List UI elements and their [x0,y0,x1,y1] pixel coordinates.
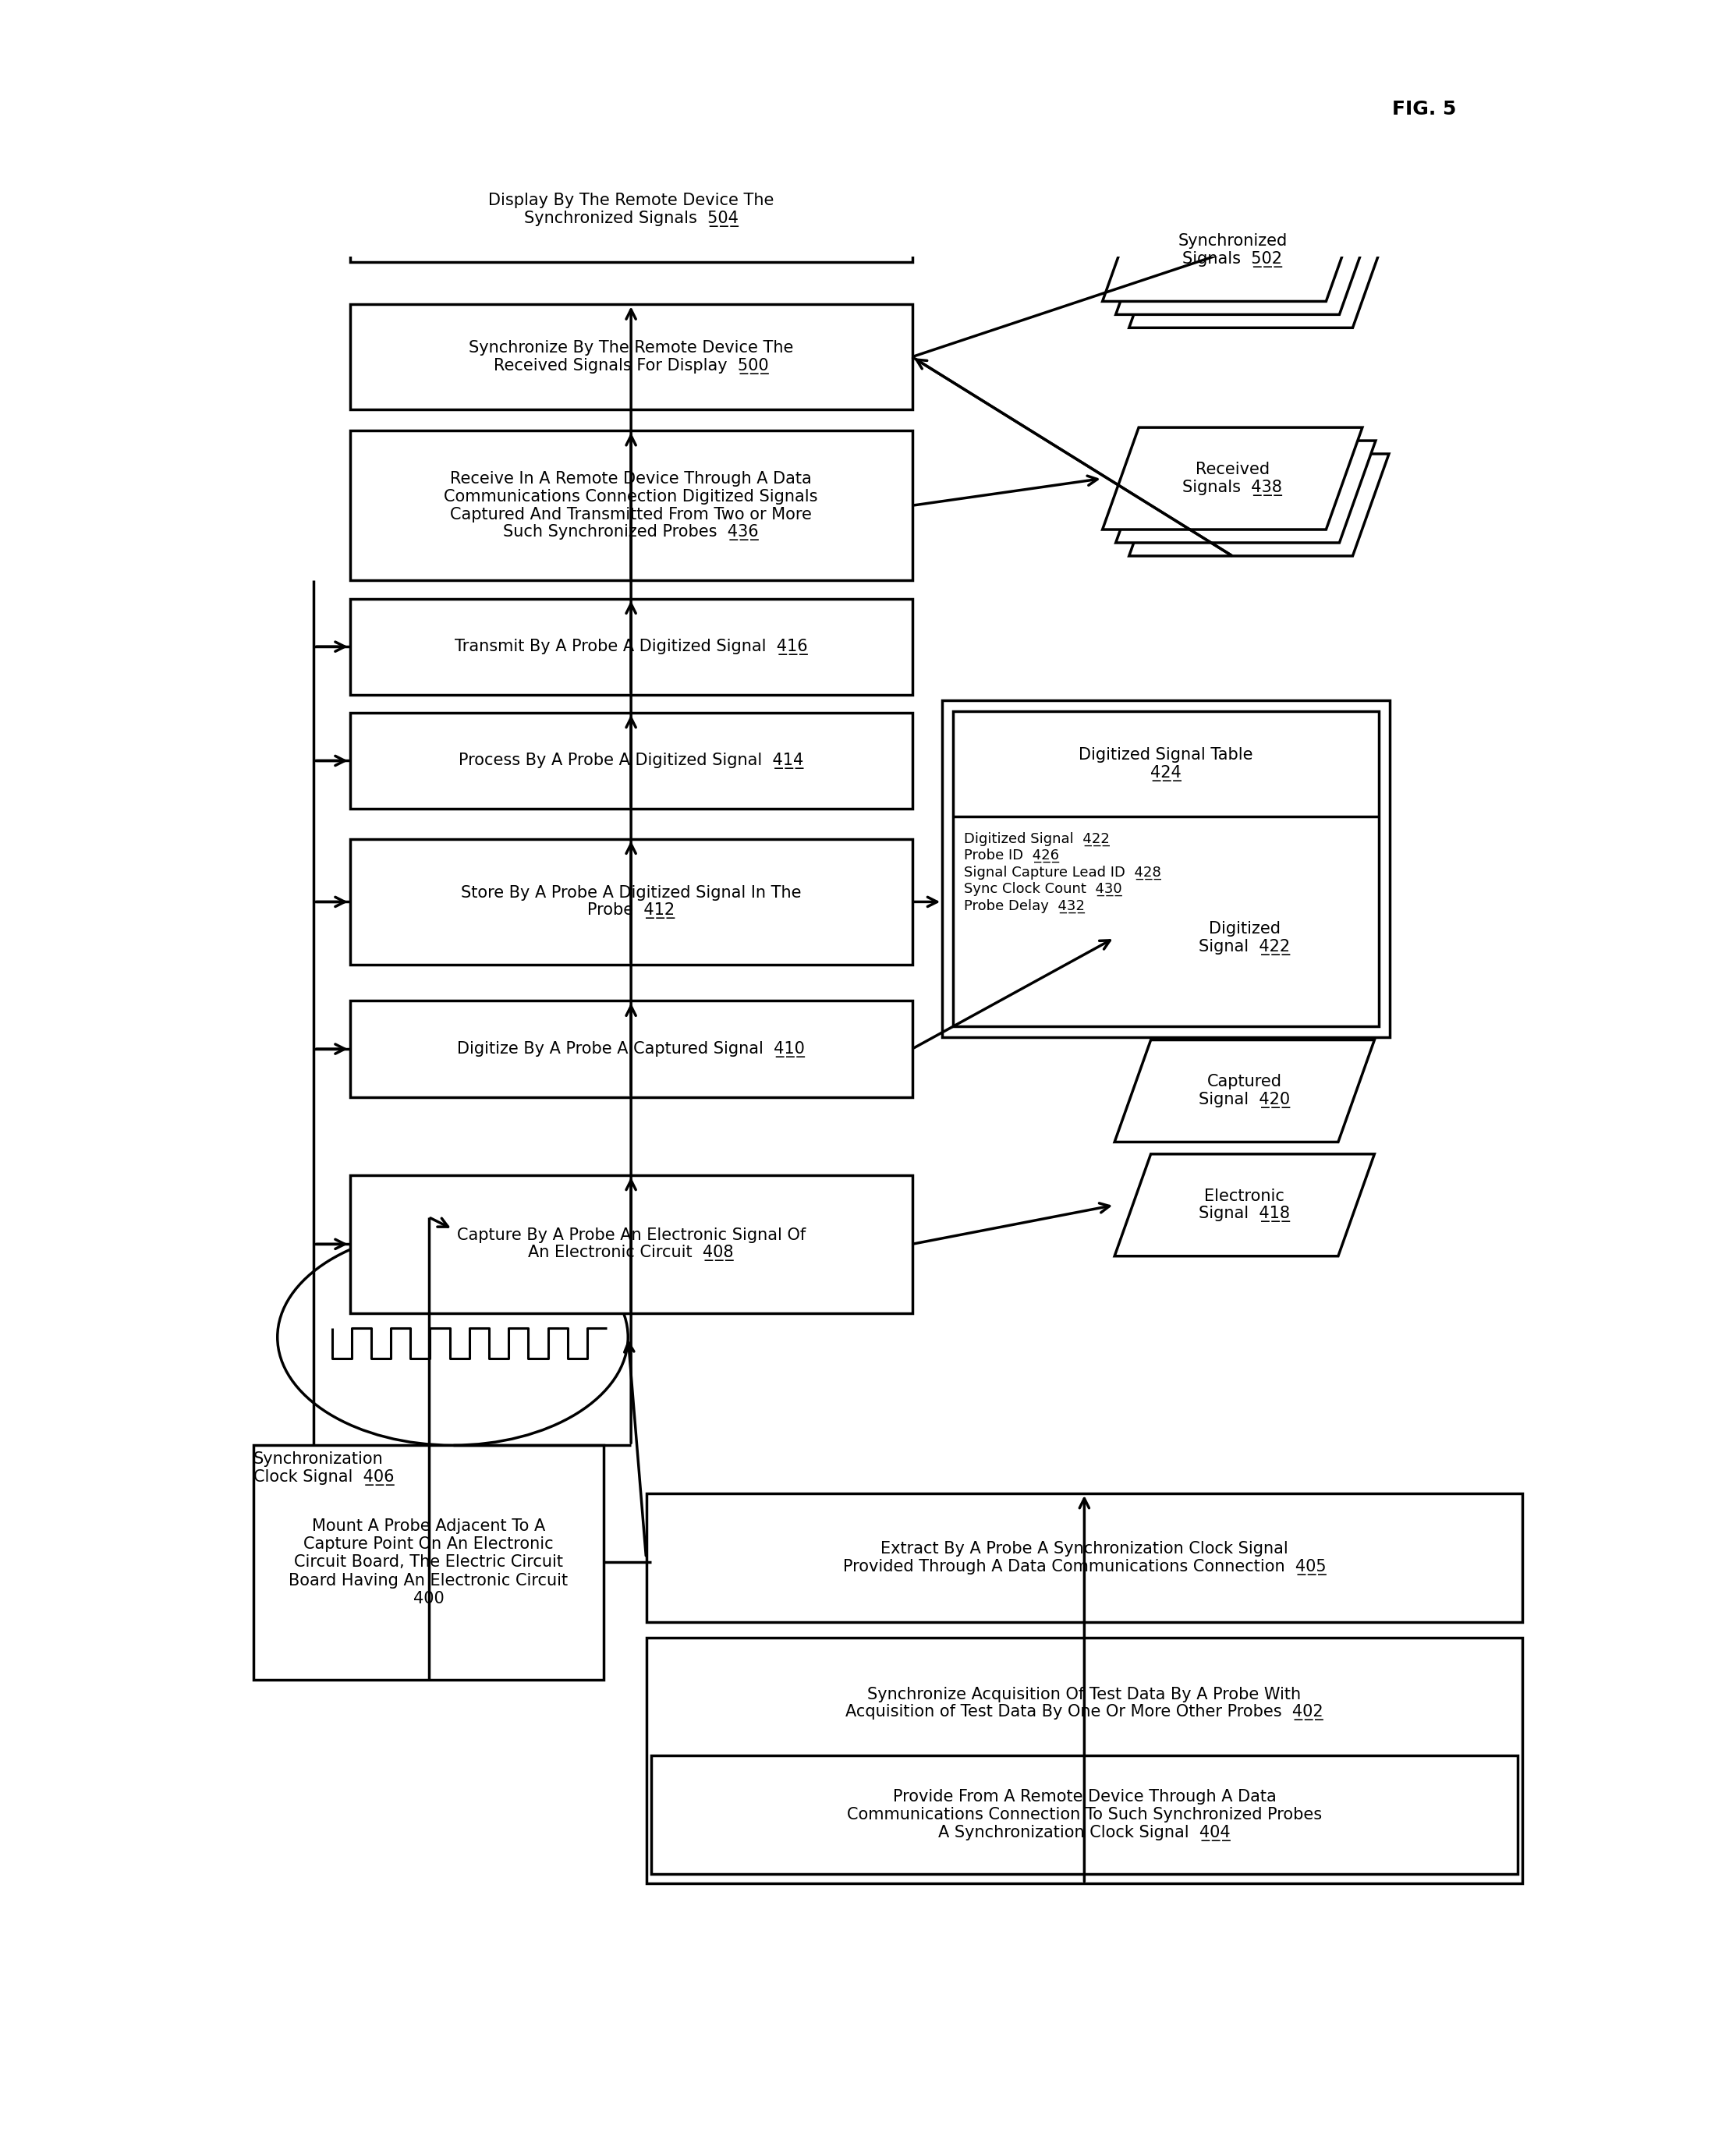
Text: Probe Delay  4̲3̲2̲: Probe Delay 4̲3̲2̲ [963,899,1085,912]
Text: Digitized Signal  4̲2̲2̲: Digitized Signal 4̲2̲2̲ [963,831,1109,846]
Text: Received: Received [1196,461,1269,476]
Text: Synchronized: Synchronized [1177,233,1286,250]
Polygon shape [1115,1040,1375,1143]
Text: Synchronization
Clock Signal  4̲0̲6̲: Synchronization Clock Signal 4̲0̲6̲ [253,1450,394,1487]
Text: Signal  4̲2̲0̲: Signal 4̲2̲0̲ [1200,1091,1290,1109]
Text: Extract By A Probe A Synchronization Clock Signal: Extract By A Probe A Synchronization Clo… [880,1540,1288,1557]
Text: Captured: Captured [1207,1074,1281,1089]
Text: Synchronize Acquisition Of Test Data By A Probe With: Synchronize Acquisition Of Test Data By … [868,1687,1302,1702]
Polygon shape [1102,427,1363,530]
Text: Signals  4̲3̲8̲: Signals 4̲3̲8̲ [1182,478,1283,496]
Text: Capture Point On An Electronic: Capture Point On An Electronic [304,1536,554,1553]
Polygon shape [1102,199,1363,301]
Text: 400: 400 [413,1591,444,1606]
Text: Provide From A Remote Device Through A Data: Provide From A Remote Device Through A D… [892,1790,1276,1805]
Bar [646,1638,1522,1884]
Text: Receive In A Remote Device Through A Data: Receive In A Remote Device Through A Dat… [450,470,812,487]
Text: Communications Connection To Such Synchronized Probes: Communications Connection To Such Synchr… [847,1807,1321,1822]
Text: Mount A Probe Adjacent To A: Mount A Probe Adjacent To A [312,1519,545,1534]
Text: Digitize By A Probe A Captured Signal  4̲1̲0̲: Digitize By A Probe A Captured Signal 4̲… [457,1040,806,1057]
Bar [351,1175,911,1314]
Polygon shape [1115,886,1375,989]
Bar [351,431,911,581]
Bar [253,1446,604,1679]
Text: A Synchronization Clock Signal  4̲0̲4̲: A Synchronization Clock Signal 4̲0̲4̲ [937,1824,1231,1841]
Text: Digitized: Digitized [1208,921,1281,938]
Text: Signal  4̲2̲2̲: Signal 4̲2̲2̲ [1200,938,1290,955]
Polygon shape [1128,453,1389,555]
Polygon shape [1128,226,1389,327]
Text: Signal Capture Lead ID  4̲2̲8̲: Signal Capture Lead ID 4̲2̲8̲ [963,865,1161,880]
Bar [351,713,911,810]
Bar [351,1002,911,1098]
Bar [953,711,1378,1025]
Bar [651,1756,1517,1873]
Text: Synchronize By The Remote Device The: Synchronize By The Remote Device The [469,340,793,357]
Text: Electronic: Electronic [1205,1188,1285,1205]
Text: Process By A Probe A Digitized Signal  4̲1̲4̲: Process By A Probe A Digitized Signal 4̲… [458,752,804,769]
Bar [351,303,911,410]
Bar [351,598,911,694]
Text: Signals  5̲0̲2̲: Signals 5̲0̲2̲ [1182,252,1283,267]
Bar [351,839,911,965]
Polygon shape [1116,211,1375,314]
Text: Such Synchronized Probes  4̲3̲6̲: Such Synchronized Probes 4̲3̲6̲ [503,523,759,540]
Text: Probe  4̲1̲2̲: Probe 4̲1̲2̲ [587,904,675,918]
Text: Acquisition of Test Data By One Or More Other Probes  4̲0̲2̲: Acquisition of Test Data By One Or More … [845,1705,1323,1719]
Text: Display By The Remote Device The: Display By The Remote Device The [488,192,774,209]
Polygon shape [1115,1153,1375,1256]
Text: Captured And Transmitted From Two or More: Captured And Transmitted From Two or Mor… [450,506,812,523]
Text: Synchronized Signals  5̲0̲4̲: Synchronized Signals 5̲0̲4̲ [524,211,738,226]
Bar [351,158,911,263]
Text: An Electronic Circuit  4̲0̲8̲: An Electronic Circuit 4̲0̲8̲ [528,1245,734,1262]
Ellipse shape [278,1228,628,1446]
Text: Received Signals For Display  5̲0̲0̲: Received Signals For Display 5̲0̲0̲ [493,357,769,374]
Text: Transmit By A Probe A Digitized Signal  4̲1̲6̲: Transmit By A Probe A Digitized Signal 4… [455,639,807,656]
Bar [646,1493,1522,1623]
Text: Store By A Probe A Digitized Signal In The: Store By A Probe A Digitized Signal In T… [460,884,802,901]
Text: Board Having An Electronic Circuit: Board Having An Electronic Circuit [288,1572,568,1589]
Bar [943,701,1389,1036]
Text: Sync Clock Count  4̲3̲0̲: Sync Clock Count 4̲3̲0̲ [963,882,1121,897]
Text: Circuit Board, The Electric Circuit: Circuit Board, The Electric Circuit [293,1555,562,1570]
Text: Digitized Signal Table
4̲2̲4̲: Digitized Signal Table 4̲2̲4̲ [1078,748,1253,782]
Text: Provided Through A Data Communications Connection  4̲0̲5̲: Provided Through A Data Communications C… [842,1559,1326,1574]
Text: Signal  4̲1̲8̲: Signal 4̲1̲8̲ [1200,1207,1290,1222]
Text: Capture By A Probe An Electronic Signal Of: Capture By A Probe An Electronic Signal … [457,1228,806,1243]
Text: FIG. 5: FIG. 5 [1392,100,1457,120]
Polygon shape [1116,440,1375,543]
Text: Communications Connection Digitized Signals: Communications Connection Digitized Sign… [444,489,818,504]
Text: Probe ID  4̲2̲6̲: Probe ID 4̲2̲6̲ [963,848,1059,863]
